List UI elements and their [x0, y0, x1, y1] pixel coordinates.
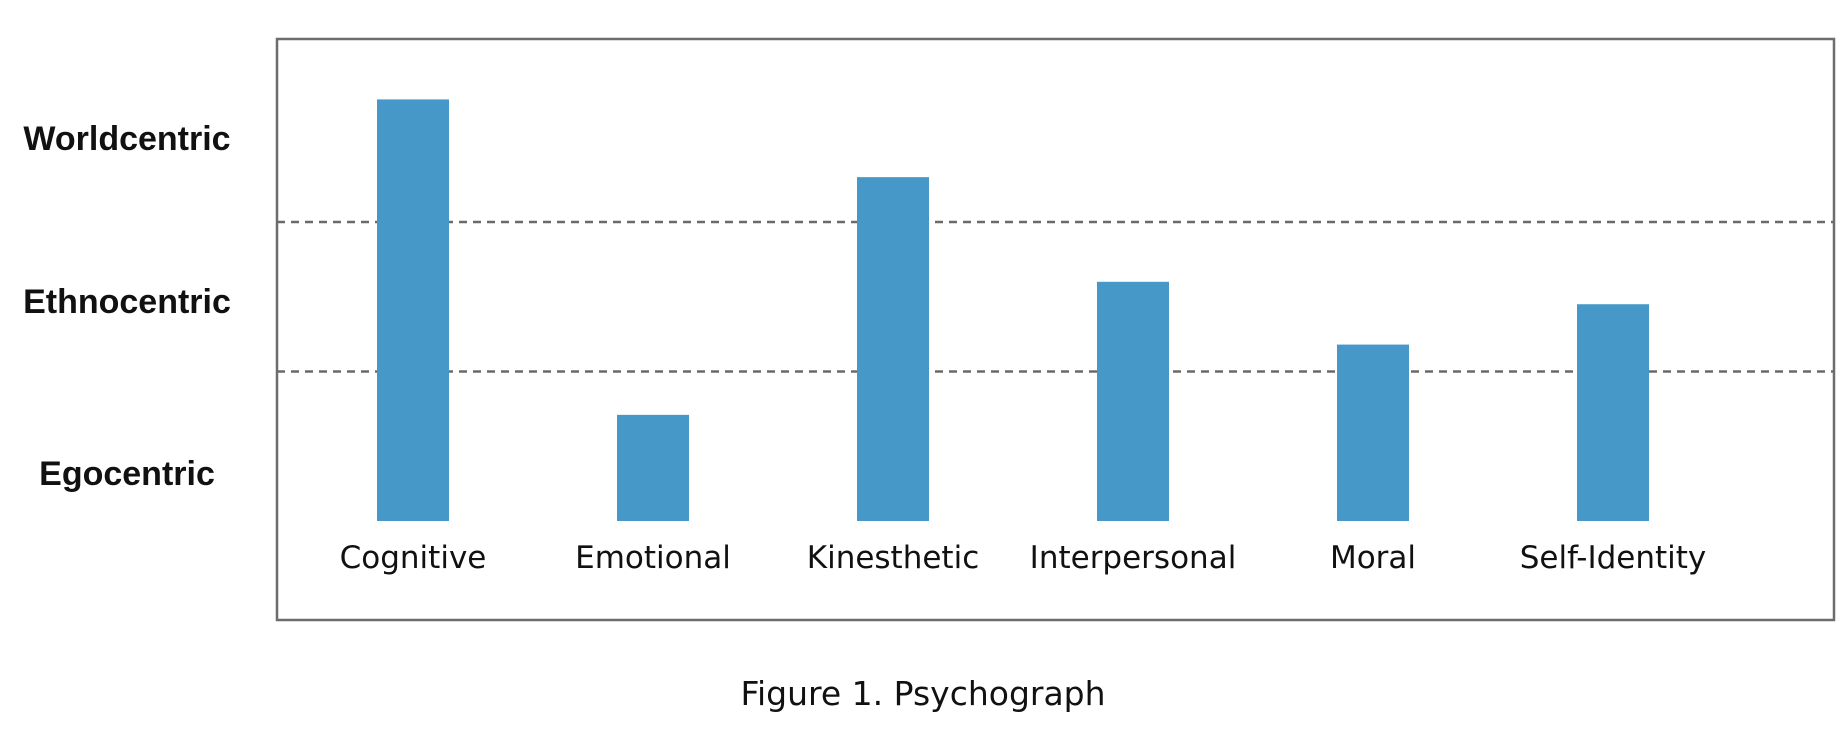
level-label-ethnocentric: Ethnocentric: [23, 283, 231, 321]
bar-self-identity: [1577, 304, 1649, 521]
bar-emotional: [617, 414, 689, 521]
bar-interpersonal: [1097, 281, 1169, 521]
category-label-emotional: Emotional: [575, 540, 731, 576]
level-labels: Egocentric Ethnocentric Worldcentric: [23, 120, 231, 493]
level-dividers: [277, 220, 1834, 373]
bar-moral: [1337, 344, 1409, 521]
plot-frame: [275, 37, 1836, 622]
bar-kinesthetic: [857, 177, 929, 521]
category-label-interpersonal: Interpersonal: [1030, 540, 1237, 576]
category-labels: Cognitive Emotional Kinesthetic Interperson…: [340, 540, 1707, 576]
bars: [377, 99, 1649, 521]
category-label-kinesthetic: Kinesthetic: [807, 540, 980, 576]
figure-caption: Figure 1. Psychograph: [740, 674, 1105, 713]
level-label-worldcentric: Worldcentric: [23, 120, 230, 158]
category-label-self-identity: Self-Identity: [1520, 540, 1707, 576]
bar-cognitive: [377, 99, 449, 521]
category-label-cognitive: Cognitive: [340, 540, 487, 576]
level-label-egocentric: Egocentric: [39, 455, 215, 493]
category-label-moral: Moral: [1330, 540, 1416, 576]
